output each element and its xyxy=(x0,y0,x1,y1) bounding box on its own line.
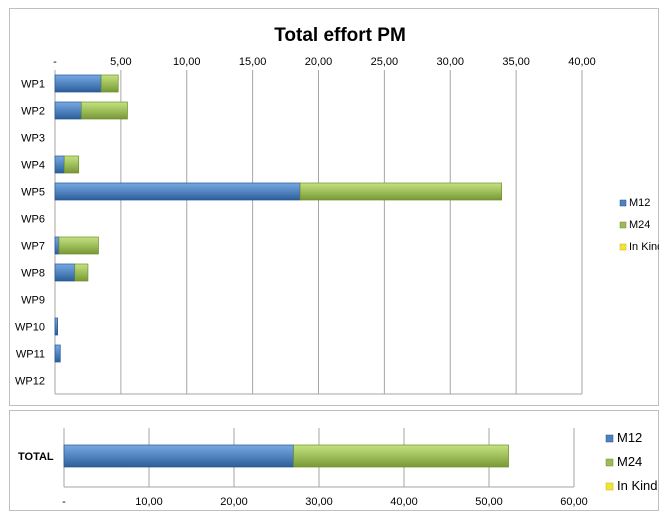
category-label: TOTAL xyxy=(18,451,54,463)
legend-swatch xyxy=(605,434,614,443)
x-tick-label: - xyxy=(62,496,66,508)
category-label: WP12 xyxy=(15,376,45,388)
x-tick-label: 50,00 xyxy=(475,496,503,508)
category-label: WP9 xyxy=(21,295,45,307)
legend-label: M24 xyxy=(629,219,650,231)
category-label: WP8 xyxy=(21,268,45,280)
legend-label: M12 xyxy=(629,197,650,209)
bar-segment xyxy=(293,444,509,468)
bar-segment xyxy=(63,155,80,174)
x-tick-label: 15,00 xyxy=(239,56,267,68)
x-tick-label: 60,00 xyxy=(560,496,588,508)
bar-segment xyxy=(54,101,82,120)
x-tick-label: - xyxy=(53,56,57,68)
bar-segment xyxy=(54,344,61,363)
x-tick-label: 20,00 xyxy=(220,496,248,508)
category-label: WP3 xyxy=(21,133,45,145)
legend-label: In Kind xyxy=(617,478,657,493)
bar-segment xyxy=(54,263,76,282)
category-label: WP10 xyxy=(15,322,45,334)
category-label: WP6 xyxy=(21,214,45,226)
x-tick-label: 30,00 xyxy=(305,496,333,508)
category-label: WP1 xyxy=(21,79,45,91)
bar-segment xyxy=(54,236,60,255)
x-tick-label: 5,00 xyxy=(110,56,131,68)
bar-segment xyxy=(63,444,294,468)
top-chart-panel: Total effort PM - 5,00 10,00 15,00 20,00 25,00… xyxy=(9,8,659,406)
bottom-chart-panel: - 10,00 20,00 30,00 40,00 50,00 60,00 TOTAL M12 M… xyxy=(9,410,659,511)
chart-title: Total effort PM xyxy=(274,25,406,46)
category-label: WP11 xyxy=(16,349,45,361)
x-tick-label: 20,00 xyxy=(305,56,333,68)
category-label: WP7 xyxy=(21,241,45,253)
legend-label: M12 xyxy=(617,430,642,445)
x-tick-label: 30,00 xyxy=(436,56,464,68)
legend-swatch xyxy=(605,458,614,467)
bar-segment xyxy=(58,236,99,255)
bar-segment xyxy=(299,182,502,201)
x-tick-label: 40,00 xyxy=(568,56,596,68)
bar-segment xyxy=(80,101,128,120)
legend-label: M24 xyxy=(617,454,642,469)
bar-segment xyxy=(54,155,65,174)
x-tick-label: 35,00 xyxy=(502,56,530,68)
legend-swatch xyxy=(619,221,627,229)
bar-segment xyxy=(74,263,89,282)
x-tick-label: 25,00 xyxy=(371,56,399,68)
x-tick-label: 10,00 xyxy=(135,496,163,508)
category-label: WP5 xyxy=(21,187,45,199)
category-label: WP4 xyxy=(21,160,45,172)
category-label: WP2 xyxy=(21,106,45,118)
bar-segment xyxy=(54,317,58,336)
x-tick-label: 40,00 xyxy=(390,496,418,508)
legend-swatch xyxy=(619,199,627,207)
bar-segment xyxy=(54,182,301,201)
legend-swatch xyxy=(605,482,614,491)
legend-swatch xyxy=(619,243,627,251)
legend-label: In Kind xyxy=(629,241,659,253)
total-effort-chart: - 10,00 20,00 30,00 40,00 50,00 60,00 TOTAL M12 M… xyxy=(18,428,657,508)
effort-by-wp-chart: Total effort PM - 5,00 10,00 15,00 20,00 25,00… xyxy=(15,25,659,395)
x-tick-label: 10,00 xyxy=(173,56,201,68)
bar-segment xyxy=(54,74,102,93)
bar-segment xyxy=(100,74,119,93)
